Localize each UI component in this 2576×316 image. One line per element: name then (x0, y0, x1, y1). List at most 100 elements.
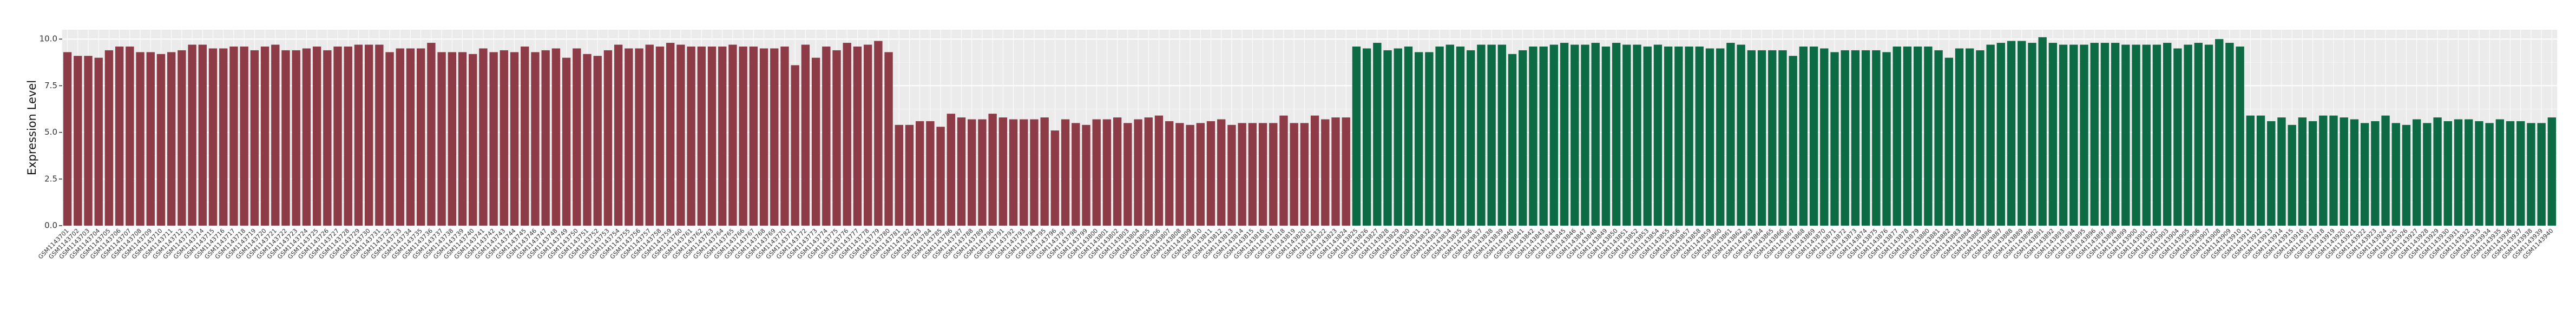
y-tick-label: 5.0 (44, 127, 57, 137)
bar (1279, 115, 1288, 226)
bar (510, 52, 519, 226)
bar (2204, 44, 2213, 226)
y-tick-label: 0.0 (44, 221, 57, 231)
bar (2495, 119, 2505, 226)
bar (1903, 47, 1912, 226)
bar (1924, 47, 1933, 226)
bar (645, 44, 654, 226)
bar (707, 47, 717, 226)
bar (2350, 119, 2359, 226)
bar (687, 47, 695, 226)
bar (625, 48, 633, 226)
bar (344, 47, 352, 226)
bar (1144, 117, 1153, 226)
bar (292, 50, 300, 226)
bar (2340, 117, 2348, 226)
bar (936, 127, 945, 226)
bar (655, 47, 665, 226)
bar (1258, 123, 1267, 226)
bar (2267, 121, 2276, 226)
bar (2360, 123, 2369, 226)
bar (1175, 123, 1184, 226)
bar (406, 48, 415, 226)
bar (968, 119, 976, 226)
bar (1747, 50, 1756, 226)
bar (1269, 123, 1278, 226)
bar (1508, 54, 1517, 226)
bar (2111, 43, 2120, 226)
bar (1570, 44, 1579, 226)
bar (1238, 123, 1246, 226)
bar (1102, 119, 1112, 226)
bar (1768, 50, 1777, 226)
bar (2506, 121, 2515, 226)
bar (2059, 44, 2068, 226)
bar (437, 52, 446, 226)
bar (364, 44, 373, 226)
bar (281, 50, 290, 226)
bar (302, 48, 311, 226)
bar (1435, 47, 1444, 226)
bar (375, 44, 384, 226)
bar (1519, 50, 1527, 226)
bar (822, 47, 831, 226)
bar (1404, 47, 1413, 226)
bar (1040, 117, 1049, 226)
bar (1123, 123, 1132, 226)
bar (94, 57, 103, 226)
bar (2485, 123, 2494, 226)
bar (1539, 47, 1548, 226)
bar (749, 47, 758, 226)
bar (739, 47, 747, 226)
bar (2246, 115, 2255, 226)
bar (271, 44, 280, 226)
bar (2547, 117, 2557, 226)
bar (728, 44, 737, 226)
bar (1549, 44, 1559, 226)
bar (2402, 124, 2411, 226)
bar (2048, 43, 2058, 226)
bar (2080, 44, 2088, 226)
bar (2371, 121, 2380, 226)
bar (1976, 50, 1984, 226)
bar (551, 48, 561, 226)
y-axis-label: Expression Level (25, 80, 38, 175)
bar (2537, 123, 2546, 226)
bar (853, 47, 862, 226)
y-tick-label: 7.5 (44, 81, 57, 90)
bar (1497, 44, 1507, 226)
bar (2225, 43, 2234, 226)
bar (396, 48, 404, 226)
bar (2413, 119, 2421, 226)
bar (957, 117, 966, 226)
bar (1227, 124, 1236, 226)
bar (2465, 119, 2473, 226)
bar (1321, 119, 1330, 226)
bar (1789, 56, 1797, 226)
bar (1072, 123, 1080, 226)
bar (1882, 52, 1891, 226)
bar (74, 56, 82, 226)
bar (1674, 47, 1683, 226)
bar (2173, 48, 2182, 226)
bar (1290, 123, 1298, 226)
bar (2475, 121, 2483, 226)
bar (1966, 48, 1974, 226)
bar (208, 48, 218, 226)
bar (1050, 130, 1060, 226)
bar (2516, 121, 2525, 226)
bar (126, 47, 134, 226)
bar (780, 47, 789, 226)
bar (229, 47, 238, 226)
bar (1653, 44, 1662, 226)
bar (1362, 48, 1371, 226)
bar (1633, 44, 1641, 226)
bar (84, 56, 93, 226)
bar (1394, 48, 1402, 226)
bar (2069, 44, 2078, 226)
bar (843, 43, 851, 226)
bar (1487, 44, 1496, 226)
bar (666, 43, 675, 226)
bar (2423, 123, 2432, 226)
bar (614, 44, 623, 226)
